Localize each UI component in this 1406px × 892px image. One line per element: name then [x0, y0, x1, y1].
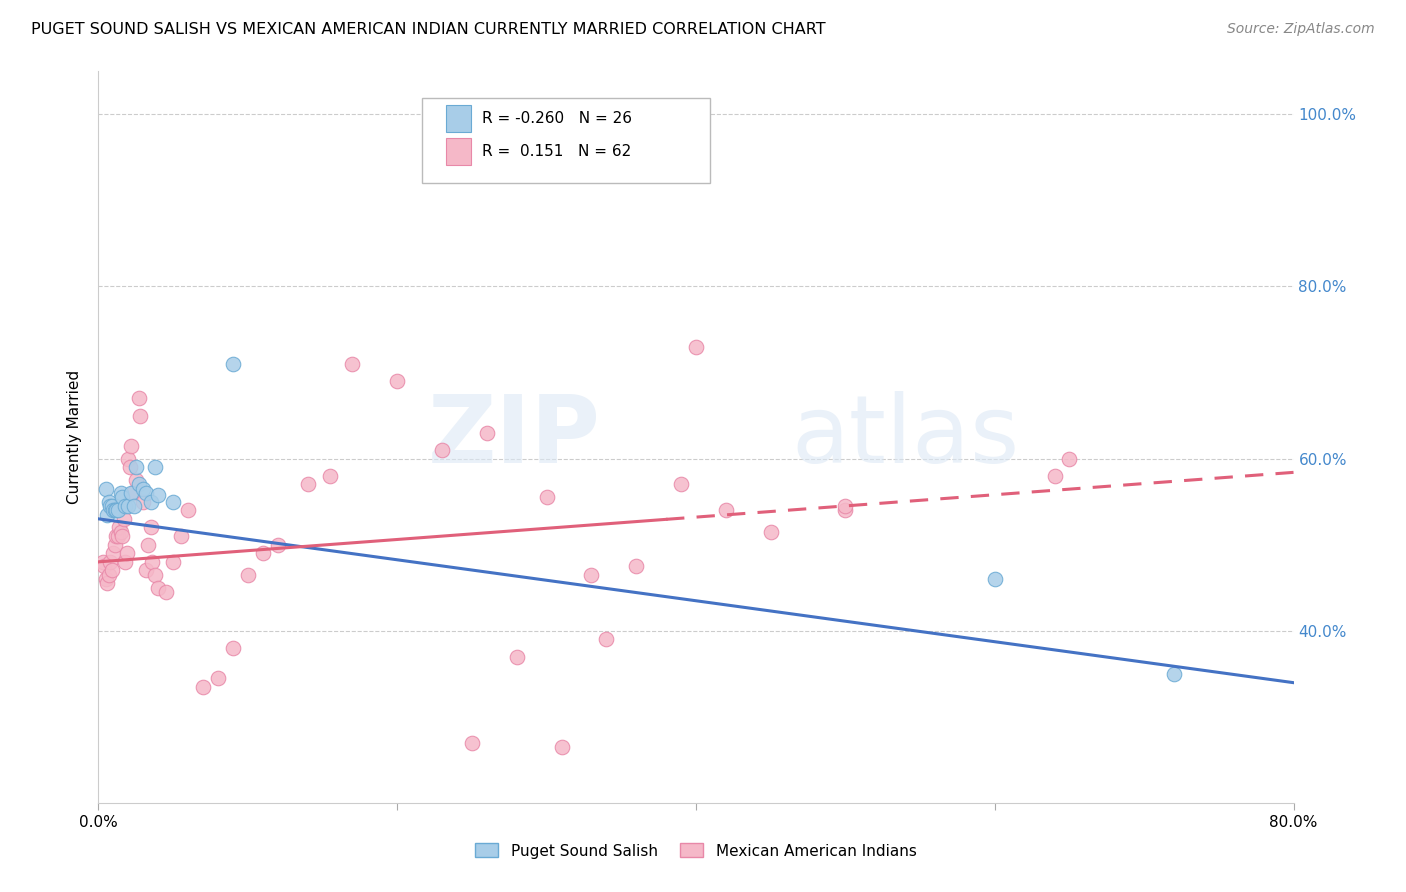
Point — [155, 585, 177, 599]
Point — [297, 477, 319, 491]
Point — [120, 486, 142, 500]
Point — [114, 555, 136, 569]
Point — [984, 572, 1007, 586]
Point — [118, 460, 141, 475]
Point — [91, 555, 114, 569]
Point — [267, 538, 290, 552]
Point — [114, 499, 136, 513]
Point — [162, 555, 184, 569]
Point — [714, 503, 737, 517]
Point — [93, 559, 115, 574]
Point — [104, 503, 127, 517]
Point — [139, 494, 162, 508]
Text: ZIP: ZIP — [427, 391, 600, 483]
Point — [143, 460, 166, 475]
Point — [111, 491, 134, 505]
Point — [143, 567, 166, 582]
Text: atlas: atlas — [792, 391, 1019, 483]
Point — [121, 486, 143, 500]
Point — [536, 491, 558, 505]
Point — [132, 494, 155, 508]
Point — [132, 482, 155, 496]
Point — [117, 499, 139, 513]
Point — [128, 477, 150, 491]
Point — [104, 538, 127, 552]
Point — [94, 572, 117, 586]
Point — [105, 503, 128, 517]
Point — [125, 460, 148, 475]
Point — [169, 529, 191, 543]
Point — [120, 439, 142, 453]
Point — [685, 340, 707, 354]
Point — [141, 555, 163, 569]
Point — [475, 425, 498, 440]
Text: Source: ZipAtlas.com: Source: ZipAtlas.com — [1227, 22, 1375, 37]
Point — [177, 503, 200, 517]
Point — [430, 442, 453, 457]
Point — [110, 524, 132, 539]
Point — [94, 482, 117, 496]
Point — [759, 524, 782, 539]
Point — [125, 473, 148, 487]
Point — [626, 559, 648, 574]
Point — [191, 680, 214, 694]
Point — [834, 499, 856, 513]
Text: PUGET SOUND SALISH VS MEXICAN AMERICAN INDIAN CURRENTLY MARRIED CORRELATION CHAR: PUGET SOUND SALISH VS MEXICAN AMERICAN I… — [31, 22, 825, 37]
Point — [834, 503, 856, 517]
Point — [105, 529, 128, 543]
Point — [112, 512, 135, 526]
Point — [103, 546, 125, 560]
Point — [319, 468, 342, 483]
Point — [136, 538, 159, 552]
Point — [108, 520, 131, 534]
Point — [148, 581, 170, 595]
Point — [135, 564, 157, 578]
Point — [103, 503, 125, 517]
Point — [110, 486, 132, 500]
Text: R = -0.260   N = 26: R = -0.260 N = 26 — [482, 112, 633, 126]
Point — [128, 392, 150, 406]
Point — [385, 374, 409, 388]
Point — [111, 529, 134, 543]
Point — [98, 499, 122, 513]
Point — [550, 739, 572, 754]
Point — [124, 499, 146, 513]
Point — [129, 409, 152, 423]
Point — [148, 488, 170, 502]
Point — [207, 671, 229, 685]
Text: R =  0.151   N = 62: R = 0.151 N = 62 — [482, 145, 631, 159]
Point — [101, 564, 124, 578]
Point — [595, 632, 617, 647]
Point — [1043, 468, 1066, 483]
Point — [162, 494, 184, 508]
Point — [506, 649, 529, 664]
Point — [139, 520, 162, 534]
Point — [581, 567, 603, 582]
Point — [1059, 451, 1081, 466]
Point — [461, 735, 484, 749]
Y-axis label: Currently Married: Currently Married — [67, 370, 83, 504]
Point — [342, 357, 364, 371]
Point — [115, 546, 138, 560]
Legend: Puget Sound Salish, Mexican American Indians: Puget Sound Salish, Mexican American Ind… — [470, 838, 922, 864]
Point — [101, 499, 124, 513]
Point — [107, 503, 129, 517]
Point — [252, 546, 274, 560]
Point — [96, 508, 118, 522]
Point — [222, 640, 245, 655]
Point — [96, 576, 118, 591]
Point — [669, 477, 692, 491]
Point — [135, 486, 157, 500]
Point — [1163, 666, 1185, 681]
Point — [222, 357, 245, 371]
Point — [97, 494, 120, 508]
Point — [236, 567, 259, 582]
Point — [117, 451, 139, 466]
Point — [97, 567, 120, 582]
Point — [98, 555, 122, 569]
Point — [107, 529, 129, 543]
